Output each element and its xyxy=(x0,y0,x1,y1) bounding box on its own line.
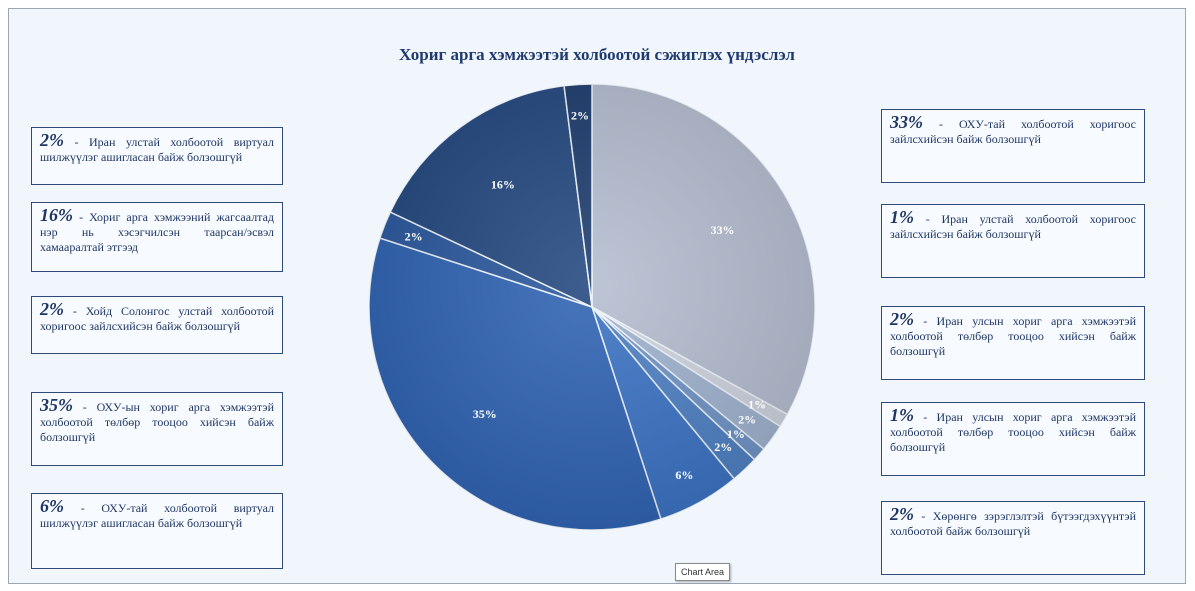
legend-pct: 2% xyxy=(40,299,64,319)
pie-data-label: 1% xyxy=(748,398,766,412)
legend-right-4: 2% - Хөрөнгө зэрэглэлтэй бүтээгдэхүүнтэй… xyxy=(881,501,1145,575)
legend-pct: 2% xyxy=(40,130,64,150)
pie-data-label: 6% xyxy=(675,468,693,482)
pie-data-label: 2% xyxy=(714,440,732,454)
pie-data-label: 1% xyxy=(727,427,745,441)
pie-data-label: 2% xyxy=(405,229,423,243)
legend-text: - Хориг арга хэмжээний жагсаалтад нэр нь… xyxy=(40,210,275,254)
pie-data-label: 2% xyxy=(571,109,589,123)
legend-right-2: 2% - Иран улсын хориг арга хэмжээтэй хол… xyxy=(881,306,1145,380)
legend-text: - Иран улстай холбоотой виртуал шилжүүлэ… xyxy=(40,135,274,164)
legend-pct: 1% xyxy=(890,405,914,425)
legend-pct: 33% xyxy=(890,112,923,132)
pie-data-label: 35% xyxy=(473,407,497,421)
legend-pct: 2% xyxy=(890,309,914,329)
legend-pct: 35% xyxy=(40,395,73,415)
pie-data-label: 33% xyxy=(711,223,735,237)
legend-right-3: 1% - Иран улсын хориг арга хэмжээтэй хол… xyxy=(881,402,1145,476)
pie-data-label: 16% xyxy=(491,177,515,191)
chart-area[interactable]: Хориг арга хэмжээтэй холбоотой сэжиглэх … xyxy=(8,8,1186,584)
legend-pct: 2% xyxy=(890,504,914,524)
chart-area-tooltip: Chart Area xyxy=(675,563,731,581)
pie-data-label: 2% xyxy=(738,413,756,427)
legend-right-0: 33% - ОХУ-тай холбоотой хоригоос зайлсхи… xyxy=(881,109,1145,183)
legend-text: - Иран улсын хориг арга хэмжээтэй холбоо… xyxy=(890,410,1136,454)
legend-text: - ОХУ-тай холбоотой виртуал шилжүүлэг аш… xyxy=(40,501,274,530)
legend-text: - Иран улсын хориг арга хэмжээтэй холбоо… xyxy=(890,314,1136,358)
chart-title: Хориг арга хэмжээтэй холбоотой сэжиглэх … xyxy=(399,45,795,64)
legend-text: - ОХУ-тай холбоотой хоригоос зайлсхийсэн… xyxy=(890,117,1136,146)
legend-text: - ОХУ-ын хориг арга хэмжээтэй холбоотой … xyxy=(40,400,274,444)
legend-left-0: 2% - Иран улстай холбоотой виртуал шилжү… xyxy=(31,127,283,185)
legend-left-1: 16% - Хориг арга хэмжээний жагсаалтад нэ… xyxy=(31,202,283,272)
legend-left-2: 2% - Хойд Солонгос улстай холбоотой хори… xyxy=(31,296,283,354)
legend-left-4: 6% - ОХУ-тай холбоотой виртуал шилжүүлэг… xyxy=(31,493,283,569)
legend-text: - Хойд Солонгос улстай холбоотой хоригоо… xyxy=(40,304,274,333)
legend-text: - Хөрөнгө зэрэглэлтэй бүтээгдэхүүнтэй хо… xyxy=(890,509,1136,538)
legend-pct: 1% xyxy=(890,207,914,227)
legend-right-1: 1% - Иран улстай холбоотой хоригоос зайл… xyxy=(881,204,1145,278)
legend-pct: 16% xyxy=(40,205,73,225)
legend-left-3: 35% - ОХУ-ын хориг арга хэмжээтэй холбоо… xyxy=(31,392,283,466)
legend-text: - Иран улстай холбоотой хоригоос зайлсхи… xyxy=(890,212,1136,241)
legend-pct: 6% xyxy=(40,496,64,516)
